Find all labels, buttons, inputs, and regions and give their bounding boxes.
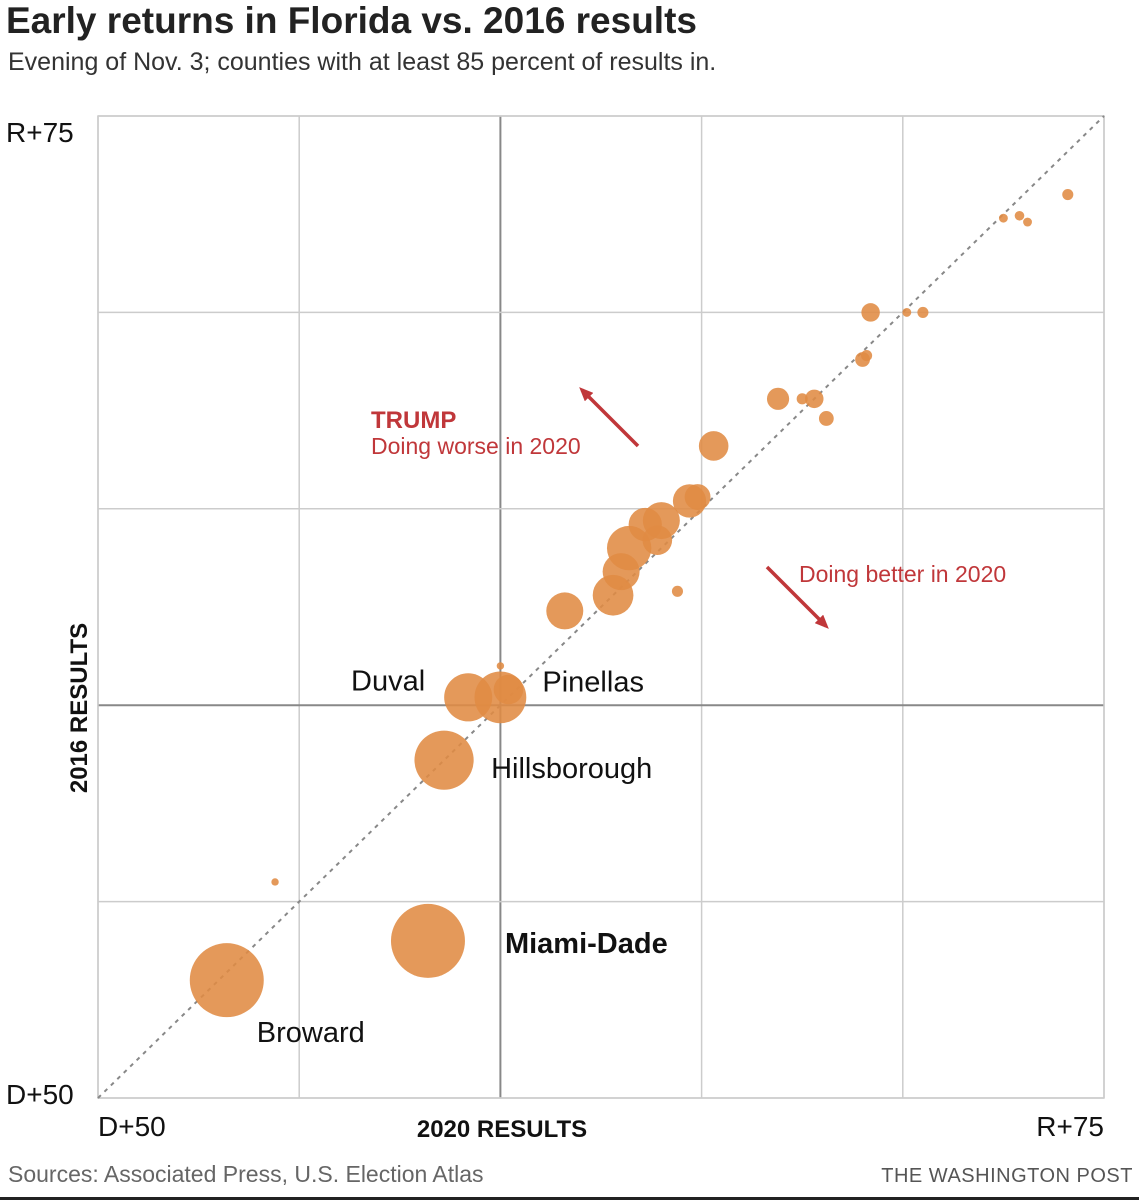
county-bubble xyxy=(998,213,1008,223)
county-bubble xyxy=(546,592,584,630)
county-bubble xyxy=(766,387,790,410)
sources-note: Sources: Associated Press, U.S. Election… xyxy=(8,1161,484,1187)
county-bubble xyxy=(902,307,912,317)
x-tick-left: D+50 xyxy=(98,1111,166,1142)
x-axis-label: 2020 RESULTS xyxy=(417,1116,587,1143)
county-label-broward: Broward xyxy=(257,1017,365,1049)
county-bubble xyxy=(861,350,873,362)
county-bubble xyxy=(698,431,729,461)
county-bubble xyxy=(271,878,279,886)
county-bubble xyxy=(493,674,524,705)
bottom-rule xyxy=(0,1197,1139,1200)
county-label-miami-dade: Miami-Dade xyxy=(505,928,668,960)
county-bubble xyxy=(671,585,684,597)
chart-subtitle: Evening of Nov. 3; counties with at leas… xyxy=(8,48,717,76)
y-tick-top: R+75 xyxy=(6,117,74,148)
county-bubble xyxy=(642,502,680,540)
better-label: Doing better in 2020 xyxy=(799,561,1006,587)
x-tick-right: R+75 xyxy=(1036,1111,1104,1142)
county-bubble xyxy=(684,484,711,510)
county-label-hillsborough: Hillsborough xyxy=(491,753,652,785)
county-bubble xyxy=(1062,189,1074,201)
county-bubble-miami-dade xyxy=(390,903,465,978)
county-bubble xyxy=(917,306,929,318)
trump-label: TRUMP xyxy=(371,407,456,434)
county-bubble xyxy=(861,303,880,322)
county-bubble xyxy=(1014,210,1025,221)
plot-frame xyxy=(97,115,1105,1099)
y-axis-label: 2016 RESULTS xyxy=(66,623,93,793)
chart-title: Early returns in Florida vs. 2016 result… xyxy=(6,0,697,41)
county-bubble xyxy=(818,411,834,426)
county-bubble-hillsborough xyxy=(414,730,474,790)
county-bubble xyxy=(496,662,505,670)
county-bubble xyxy=(805,389,824,409)
county-bubble xyxy=(796,393,808,405)
y-tick-bottom: D+50 xyxy=(6,1079,74,1110)
county-label-pinellas: Pinellas xyxy=(542,666,644,698)
county-bubble xyxy=(1023,217,1032,227)
better-arrow xyxy=(765,565,829,629)
county-bubble-broward xyxy=(189,943,264,1018)
worse-arrow xyxy=(579,387,640,448)
county-label-duval: Duval xyxy=(351,665,425,697)
worse-label: Doing worse in 2020 xyxy=(371,433,581,459)
publisher-credit: THE WASHINGTON POST xyxy=(881,1165,1133,1187)
